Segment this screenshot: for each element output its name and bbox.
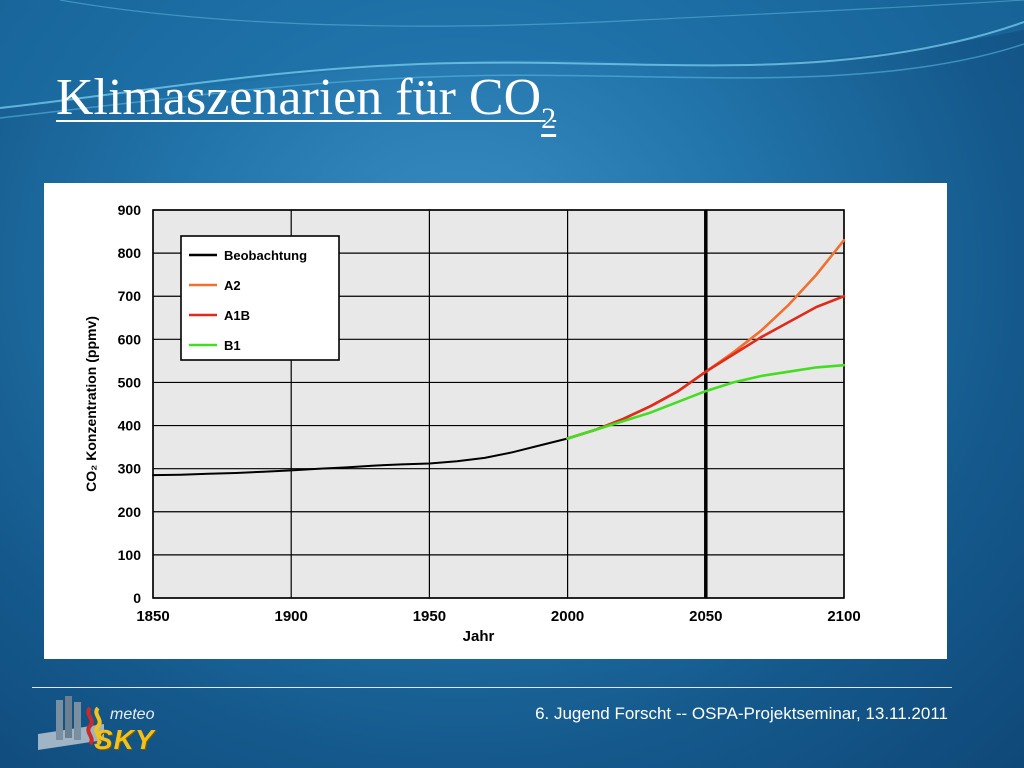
y-tick-label-800: 800 [118,245,142,261]
x-tick-label-2050: 2050 [689,608,722,625]
series-line-beobachtung [152,437,569,477]
chart-panel: 0 100 200 300 400 500 600 700 800 900 1850 1900 1950… [44,183,947,659]
y-axis-label: CO₂ Konzentration (ppmv) [83,316,99,492]
footer-divider [32,687,952,688]
slide-title: Klimaszenarien für CO2 [56,66,556,151]
series-line-b1 [566,363,846,440]
y-tick-label-300: 300 [118,461,142,477]
y-tick-label-500: 500 [118,374,142,390]
x-tick-label-1850: 1850 [136,608,169,625]
slide-title-subscript: 2 [541,102,557,135]
y-tick-label-100: 100 [118,547,142,563]
y-tick-label-600: 600 [118,331,142,347]
meteosky-logo: meteo SKY [38,690,188,762]
legend-label-a2: A2 [224,278,241,293]
logo-text-sky: SKY [94,724,155,755]
slide-title-text: Klimaszenarien für CO [56,69,542,126]
footer-text: 6. Jugend Forscht -- OSPA-Projektseminar… [535,704,948,723]
legend-label-a1b: A1B [224,308,250,323]
y-tick-label-400: 400 [118,418,142,434]
x-tick-label-1900: 1900 [275,608,308,625]
meteosky-logo-icon [38,696,104,750]
logo-text-meteo: meteo [110,706,155,723]
x-tick-label-1950: 1950 [413,608,446,625]
header-wave-decoration [0,0,1024,119]
co2-chart: 0 100 200 300 400 500 600 700 800 900 1850 1900 1950… [83,202,861,645]
legend-label-beobachtung: Beobachtung [224,248,307,263]
y-tick-label-0: 0 [133,590,141,606]
x-tick-label-2000: 2000 [551,608,584,625]
series-line-a1b [566,294,846,440]
x-axis-label: Jahr [463,628,495,645]
x-tick-label-2100: 2100 [827,608,860,625]
legend-box [180,235,340,361]
legend-label-b1: B1 [224,338,241,353]
y-tick-label-700: 700 [118,288,142,304]
plot-border [152,209,845,599]
y-tick-label-900: 900 [118,202,142,218]
y-tick-label-200: 200 [118,504,142,520]
